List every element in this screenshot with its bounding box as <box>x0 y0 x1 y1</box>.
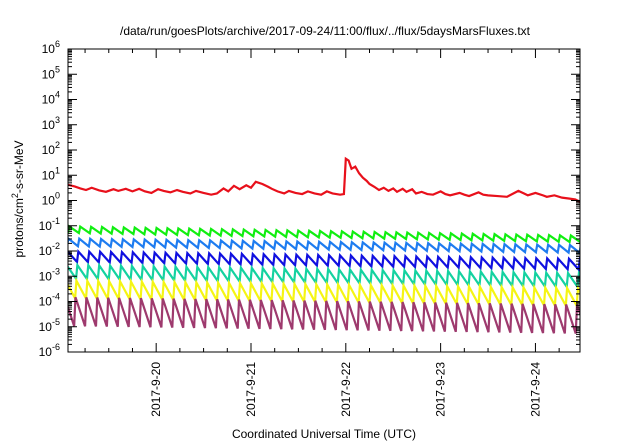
y-axis-label-post: -s-sr-MeV <box>12 140 26 193</box>
y-tick-label: 10-4 <box>39 292 60 309</box>
x-axis-label: Coordinated Universal Time (UTC) <box>232 427 416 441</box>
series-line-2 <box>68 224 580 244</box>
x-tick-label: 2017-9-20 <box>149 362 163 417</box>
y-tick-label: 104 <box>42 90 60 107</box>
x-tick-label: 2017-9-22 <box>339 362 353 417</box>
chart-title: /data/run/goesPlots/archive/2017-09-24/1… <box>120 24 531 38</box>
y-tick-label: 10-2 <box>39 241 60 258</box>
y-tick-label: 101 <box>42 165 60 182</box>
x-tick-label: 2017-9-21 <box>244 362 258 417</box>
y-axis-label-sup: 2 <box>10 193 20 198</box>
series-line-6 <box>68 276 580 310</box>
series-group <box>68 156 580 334</box>
y-tick-label: 10-1 <box>39 216 60 233</box>
series-line-7 <box>68 296 580 334</box>
y-tick-label: 102 <box>42 140 60 157</box>
y-tick-label: 103 <box>42 115 60 132</box>
series-line-5 <box>68 261 580 291</box>
y-axis-label: protons/cm2-s-sr-MeV <box>10 140 26 257</box>
series-line-3 <box>68 236 580 255</box>
x-tick-label: 2017-9-24 <box>528 362 542 417</box>
y-tick-label: 100 <box>42 191 60 208</box>
plot-area: 10-6 10-5 10-4 10-3 10-2 10-1 100 101 102 103 104 1… <box>39 39 581 417</box>
x-tick-label: 2017-9-23 <box>434 362 448 417</box>
y-tick-label: 10-5 <box>39 317 60 334</box>
y-tick-label: 105 <box>42 64 60 81</box>
y-axis-label-pre: protons/cm <box>12 198 26 257</box>
y-tick-label: 106 <box>42 39 60 56</box>
series-line-1 <box>68 156 580 203</box>
y-tick-label: 10-6 <box>39 342 60 359</box>
series-line-4 <box>68 248 580 272</box>
y-tick-label: 10-3 <box>39 266 60 283</box>
